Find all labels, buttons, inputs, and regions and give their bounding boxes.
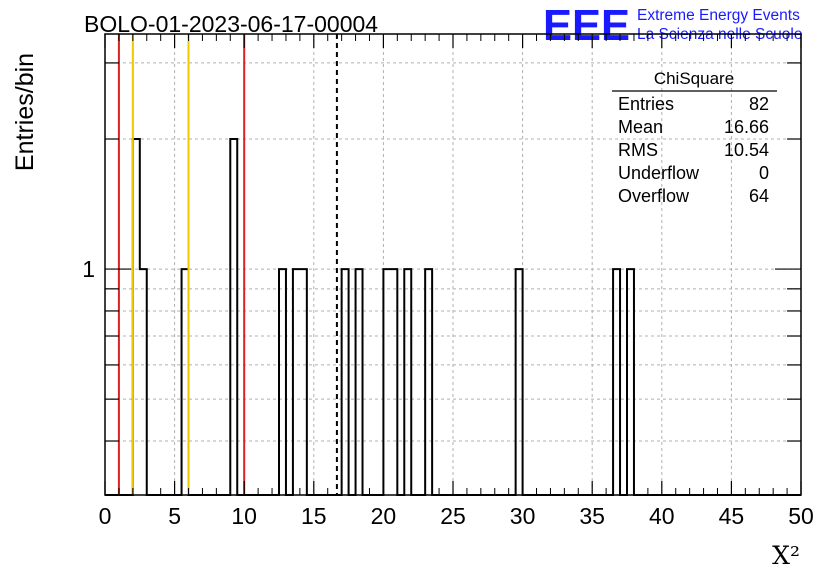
- stats-row-value: 82: [749, 94, 769, 114]
- stats-row-value: 64: [749, 186, 769, 206]
- eee-logo-letters: EEE: [543, 1, 630, 50]
- y-axis-label: Entries/bin: [11, 53, 39, 171]
- stats-row-value: 10.54: [724, 140, 769, 160]
- x-tick-label: 30: [510, 503, 536, 529]
- stats-box: ChiSquare Entries 82 Mean 16.66 RMS 10.54 Unde…: [612, 69, 777, 206]
- stats-row-value: 0: [759, 163, 769, 183]
- stats-row-label: Mean: [618, 117, 663, 137]
- x-axis-label: Χ²: [772, 541, 800, 570]
- eee-logo: EEE Extreme Energy Events La Scienza nel…: [543, 1, 802, 50]
- stats-row-label: Overflow: [618, 186, 690, 206]
- vertical-lines: [117, 34, 338, 495]
- x-tick-label: 50: [788, 503, 814, 529]
- x-tick-label: 25: [440, 503, 466, 529]
- stats-rows: Entries 82 Mean 16.66 RMS 10.54 Underflow 0 Over…: [618, 94, 769, 206]
- x-tick-label: 40: [649, 503, 675, 529]
- x-tick-label: 10: [231, 503, 257, 529]
- stats-row-label: RMS: [618, 140, 658, 160]
- stats-row-label: Underflow: [618, 163, 700, 183]
- x-tick-label: 45: [719, 503, 745, 529]
- stats-row-label: Entries: [618, 94, 674, 114]
- x-tick-label: 20: [371, 503, 397, 529]
- axes: 0 5 10 15 20 25 30 35 40 45 50 1: [82, 33, 814, 529]
- x-tick-label: 5: [168, 503, 181, 529]
- stats-row-value: 16.66: [724, 117, 769, 137]
- x-tick-label: 0: [99, 503, 112, 529]
- y-tick-label: 1: [82, 256, 95, 282]
- logo-line-1: Extreme Energy Events: [637, 7, 800, 24]
- chart-title: BOLO-01-2023-06-17-00004: [84, 11, 378, 37]
- x-tick-label: 35: [579, 503, 605, 529]
- stats-box-title: ChiSquare: [654, 69, 734, 88]
- x-tick-label: 15: [301, 503, 327, 529]
